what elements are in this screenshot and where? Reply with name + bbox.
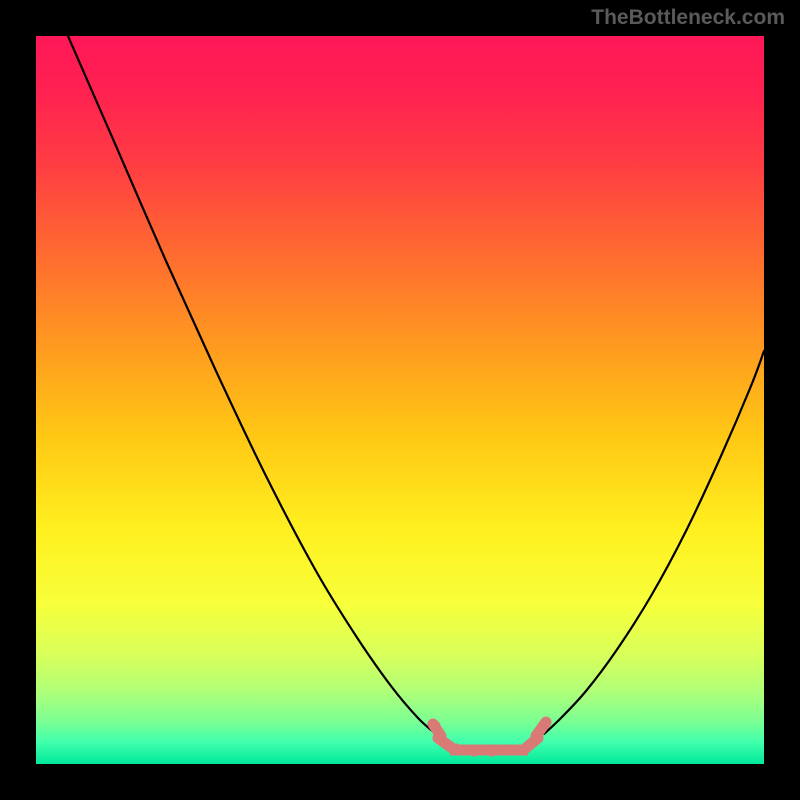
valley-segment: [438, 738, 452, 748]
valley-dot: [540, 719, 551, 730]
valley-dot: [451, 744, 462, 755]
valley-dot: [487, 746, 498, 757]
curve-layer: [36, 36, 764, 764]
valley-dot: [521, 743, 532, 754]
valley-dot: [505, 745, 516, 756]
valley-dot: [469, 746, 480, 757]
curve: [68, 36, 436, 734]
bottleneck-chart: TheBottleneck.com: [0, 0, 800, 800]
plot-area: [36, 36, 764, 764]
watermark-text: TheBottleneck.com: [591, 6, 785, 30]
valley-dot: [430, 721, 441, 732]
curve: [544, 351, 764, 734]
